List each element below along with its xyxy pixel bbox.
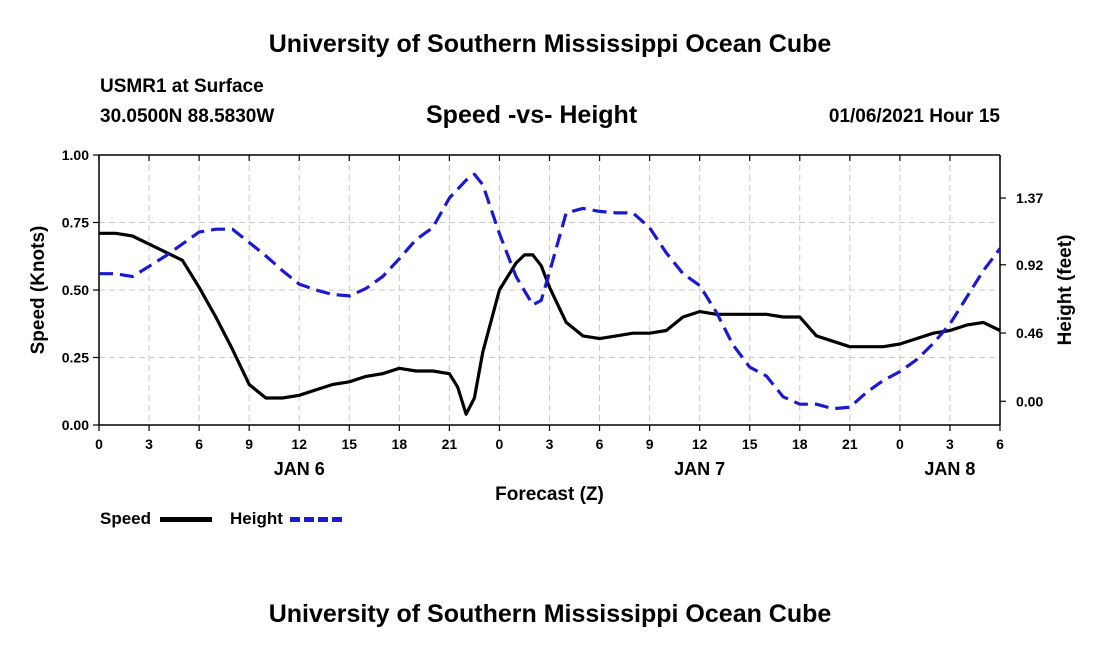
y2-tick-label: 0.92 <box>1016 257 1043 273</box>
x-tick-label: 0 <box>95 436 103 452</box>
x-tick-label: 0 <box>896 436 904 452</box>
forecast-datetime: 01/06/2021 Hour 15 <box>828 106 1000 127</box>
station-name: USMR1 at Surface <box>100 76 264 97</box>
x-tick-label: 21 <box>442 436 458 452</box>
x-tick-label: 6 <box>996 436 1004 452</box>
x-tick-label: 18 <box>792 436 808 452</box>
footer-title: University of Southern Mississippi Ocean… <box>268 600 832 628</box>
x-tick-label: 3 <box>145 436 153 452</box>
y2-axis-title: Height (feet) <box>1055 235 1076 346</box>
x-tick-label: 9 <box>245 436 253 452</box>
day-label: JAN 6 <box>274 459 325 479</box>
x-tick-label: 3 <box>946 436 954 452</box>
height-series-line <box>99 172 1002 411</box>
legend-speed-line <box>160 517 212 522</box>
x-tick-label: 15 <box>742 436 758 452</box>
y-tick-label: 1.00 <box>62 147 89 163</box>
y-tick-label: 0.00 <box>62 417 89 433</box>
x-tick-label: 12 <box>692 436 708 452</box>
x-axis-title: Forecast (Z) <box>495 484 604 505</box>
x-tick-label: 6 <box>596 436 604 452</box>
day-label: JAN 7 <box>674 459 725 479</box>
x-tick-label: 21 <box>842 436 858 452</box>
y2-tick-label: 1.37 <box>1016 190 1043 206</box>
chart-subtitle: Speed -vs- Height <box>426 101 638 129</box>
x-tick-label: 9 <box>646 436 654 452</box>
y2-tick-label: 0.46 <box>1016 325 1043 341</box>
speed-series-line <box>99 231 1001 416</box>
legend-speed-label: Speed <box>100 509 152 528</box>
x-tick-label: 6 <box>195 436 203 452</box>
y-tick-label: 0.75 <box>62 215 89 231</box>
day-label: JAN 8 <box>924 459 975 479</box>
legend-height-line <box>290 517 342 522</box>
page-title: University of Southern Mississippi Ocean… <box>268 30 832 58</box>
x-tick-label: 3 <box>546 436 554 452</box>
x-tick-label: 12 <box>291 436 307 452</box>
legend-height-label: Height <box>230 509 283 528</box>
y2-tick-label: 0.00 <box>1016 393 1043 409</box>
y-tick-label: 0.25 <box>62 350 89 366</box>
y-axis-title: Speed (Knots) <box>28 226 49 355</box>
x-tick-label: 0 <box>496 436 504 452</box>
y-tick-label: 0.50 <box>62 282 89 298</box>
x-tick-label: 18 <box>392 436 408 452</box>
x-tick-label: 15 <box>341 436 357 452</box>
station-coordinates: 30.0500N 88.5830W <box>100 106 275 127</box>
